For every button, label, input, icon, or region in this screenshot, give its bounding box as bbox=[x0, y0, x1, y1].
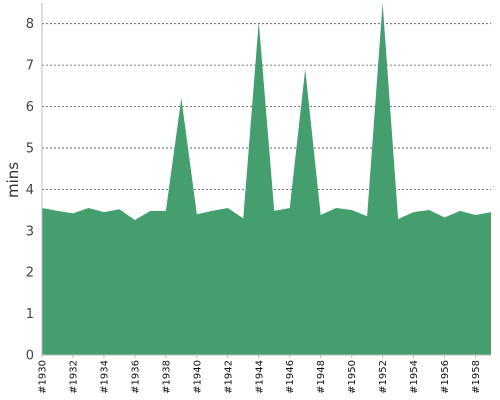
x-tick-label: #1946 bbox=[285, 360, 296, 394]
x-tick-label: #1930 bbox=[38, 360, 49, 394]
x-tick-label: #1952 bbox=[378, 360, 389, 394]
x-tick-label: #1944 bbox=[254, 360, 265, 394]
y-tick-labels: 0 1 2 3 4 5 6 7 8 bbox=[26, 17, 34, 363]
axes bbox=[41, 3, 491, 356]
y-tick-label: 0 bbox=[26, 349, 34, 364]
x-tick-label: #1956 bbox=[440, 360, 451, 394]
x-tick-labels: #1930 #1932 #1934 #1936 #1938 #1940 #1942 #1944… bbox=[38, 355, 482, 394]
y-tick-label: 3 bbox=[26, 224, 34, 239]
x-tick-label: #1942 bbox=[223, 360, 234, 394]
area-fill bbox=[42, 3, 491, 355]
x-tick-label: #1932 bbox=[68, 360, 79, 394]
y-tick-label: 8 bbox=[26, 17, 34, 32]
x-tick-label: #1948 bbox=[316, 360, 327, 394]
y-tick-label: 7 bbox=[26, 59, 34, 74]
y-tick-label: 4 bbox=[26, 183, 34, 198]
x-tick-label: #1954 bbox=[409, 360, 420, 394]
area-series bbox=[42, 3, 491, 355]
x-tick-label: #1936 bbox=[130, 360, 141, 394]
x-tick-label: #1958 bbox=[471, 360, 482, 394]
y-tick-label: 6 bbox=[26, 100, 34, 115]
x-tick-label: #1938 bbox=[161, 360, 172, 394]
x-tick-label: #1934 bbox=[99, 360, 110, 394]
x-tick-label: #1940 bbox=[192, 360, 203, 394]
y-axis-title: mins bbox=[4, 162, 22, 198]
x-tick-label: #1950 bbox=[347, 360, 358, 394]
y-tick-label: 2 bbox=[26, 266, 34, 281]
y-tick-label: 1 bbox=[26, 307, 34, 322]
y-tick-label: 5 bbox=[26, 141, 34, 156]
